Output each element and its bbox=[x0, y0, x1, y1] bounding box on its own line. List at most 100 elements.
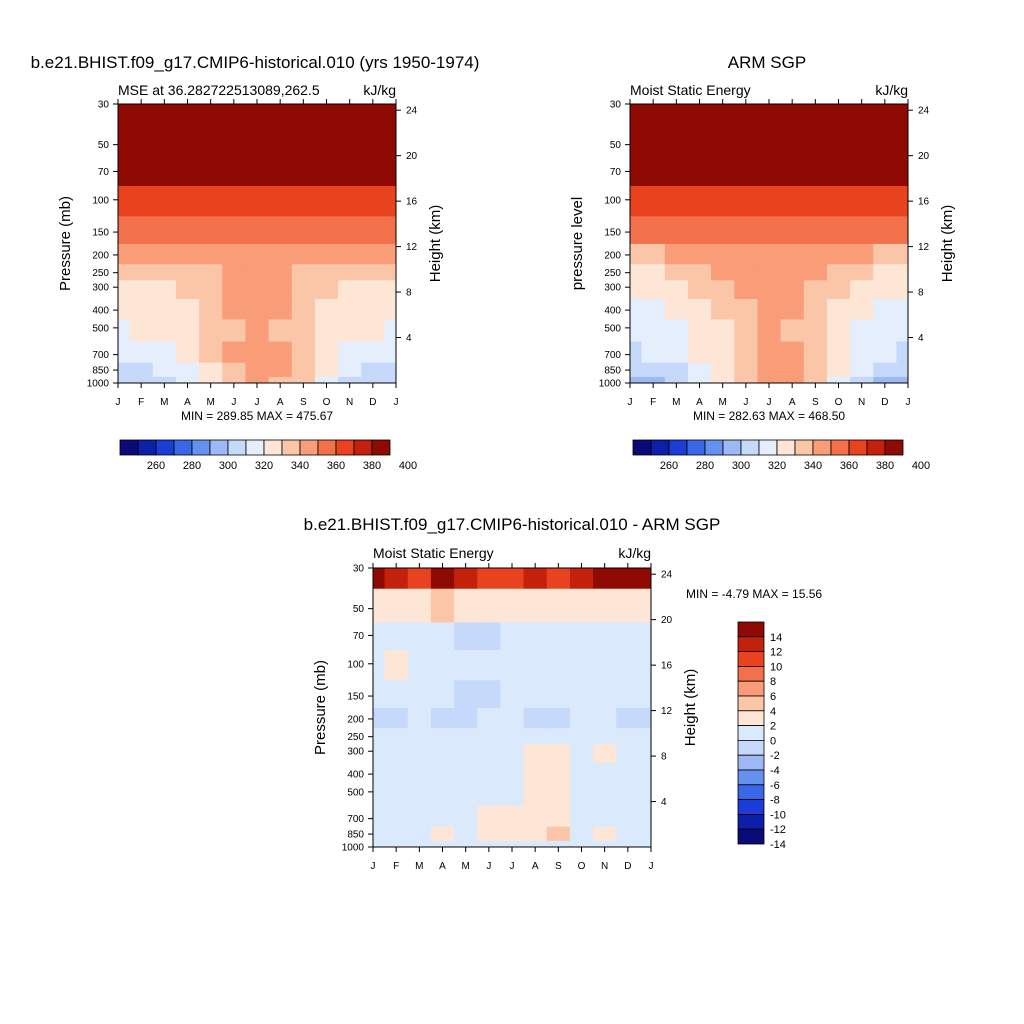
contour-cell bbox=[291, 341, 316, 363]
contour-cell bbox=[314, 318, 339, 342]
contour-cell bbox=[373, 805, 385, 827]
contour-cell bbox=[616, 588, 640, 623]
contour-cell bbox=[384, 279, 397, 300]
colorbar-swatch bbox=[263, 439, 283, 456]
contour-cell bbox=[373, 840, 385, 848]
contour-cell bbox=[222, 215, 246, 244]
height-tick-label: 8 bbox=[918, 288, 924, 299]
y-tick-label: 30 bbox=[98, 100, 110, 111]
contour-cell bbox=[477, 762, 501, 784]
contour-cell bbox=[361, 243, 385, 265]
contour-cell bbox=[500, 622, 524, 651]
contour-cell bbox=[873, 362, 897, 377]
contour-field bbox=[373, 568, 652, 848]
height-tick-label: 12 bbox=[661, 706, 673, 717]
contour-cell bbox=[500, 649, 524, 681]
x-tick-label: M bbox=[415, 861, 423, 872]
height-tick-label: 16 bbox=[406, 197, 418, 208]
contour-cell bbox=[546, 840, 571, 848]
colorbar-swatch bbox=[737, 828, 765, 845]
contour-cell bbox=[569, 679, 594, 708]
contour-cell bbox=[523, 743, 548, 764]
contour-cell bbox=[268, 158, 293, 187]
colorbar-label: 340 bbox=[804, 460, 822, 472]
contour-cell bbox=[407, 649, 432, 681]
contour-cell bbox=[118, 318, 130, 342]
contour-cell bbox=[268, 279, 293, 300]
contour-cell bbox=[873, 124, 897, 159]
x-tick-label: J bbox=[906, 397, 911, 408]
contour-cell bbox=[593, 649, 617, 681]
colorbar-label: 340 bbox=[291, 460, 309, 472]
contour-cell bbox=[826, 318, 851, 342]
contour-cell bbox=[500, 588, 524, 623]
contour-cell bbox=[291, 263, 316, 281]
colorbar-label: -6 bbox=[770, 780, 780, 792]
contour-cell bbox=[430, 588, 455, 623]
contour-cell bbox=[407, 762, 432, 784]
contour-cell bbox=[850, 341, 874, 363]
contour-cell bbox=[687, 124, 712, 159]
contour-cell bbox=[850, 124, 874, 159]
contour-cell bbox=[338, 158, 362, 187]
contour-cell bbox=[664, 318, 689, 342]
contour-cell bbox=[199, 215, 223, 244]
contour-cell bbox=[430, 622, 455, 651]
contour-cell bbox=[664, 298, 689, 320]
y-tick-label: 30 bbox=[353, 564, 365, 575]
contour-cell bbox=[314, 341, 339, 363]
contour-cell bbox=[384, 805, 409, 827]
contour-cell bbox=[361, 341, 385, 363]
contour-cell bbox=[373, 679, 385, 708]
contour-cell bbox=[546, 588, 571, 623]
contour-cell bbox=[896, 215, 909, 244]
contour-cell bbox=[757, 243, 781, 265]
contour-cell bbox=[826, 341, 851, 363]
contour-cell bbox=[873, 263, 897, 281]
colorbar-swatch bbox=[866, 439, 886, 456]
contour-cell bbox=[338, 362, 362, 377]
contour-cell bbox=[384, 318, 397, 342]
contour-cell bbox=[664, 376, 689, 384]
contour-cell bbox=[687, 362, 712, 377]
contour-cell bbox=[338, 279, 362, 300]
contour-cell bbox=[175, 215, 200, 244]
colorbar-swatch bbox=[740, 439, 760, 456]
contour-cell bbox=[268, 215, 293, 244]
contour-cell bbox=[454, 805, 478, 827]
contour-cell bbox=[896, 158, 909, 187]
y-tick-label: 400 bbox=[347, 770, 364, 781]
contour-cell bbox=[407, 782, 432, 806]
height-tick-label: 12 bbox=[918, 242, 930, 253]
y-tick-label: 30 bbox=[610, 100, 622, 111]
contour-cell bbox=[152, 215, 177, 244]
contour-cell bbox=[314, 104, 339, 125]
contour-cell bbox=[152, 158, 177, 187]
contour-cell bbox=[384, 743, 409, 764]
contour-cell bbox=[338, 318, 362, 342]
contour-cell bbox=[826, 124, 851, 159]
colorbar-swatch bbox=[281, 439, 301, 456]
colorbar-label: -14 bbox=[770, 839, 786, 851]
contour-cell bbox=[291, 318, 316, 342]
contour-cell bbox=[780, 124, 805, 159]
contour-cell bbox=[199, 243, 223, 265]
contour-field bbox=[118, 104, 397, 384]
contour-cell bbox=[222, 376, 246, 384]
contour-cell bbox=[454, 679, 478, 708]
y-tick-label: 1000 bbox=[87, 379, 110, 390]
contour-cell bbox=[630, 279, 642, 300]
contour-cell bbox=[175, 263, 200, 281]
contour-cell bbox=[803, 215, 828, 244]
contour-cell bbox=[314, 158, 339, 187]
colorbar-swatch bbox=[686, 439, 706, 456]
colorbar-swatch bbox=[830, 439, 850, 456]
contour-cell bbox=[616, 840, 640, 848]
contour-cell bbox=[734, 362, 758, 377]
contour-cell bbox=[780, 185, 805, 217]
contour-cell bbox=[199, 104, 223, 125]
contour-cell bbox=[384, 185, 397, 217]
contour-cell bbox=[873, 298, 897, 320]
contour-cell bbox=[734, 279, 758, 300]
contour-cell bbox=[384, 840, 409, 848]
